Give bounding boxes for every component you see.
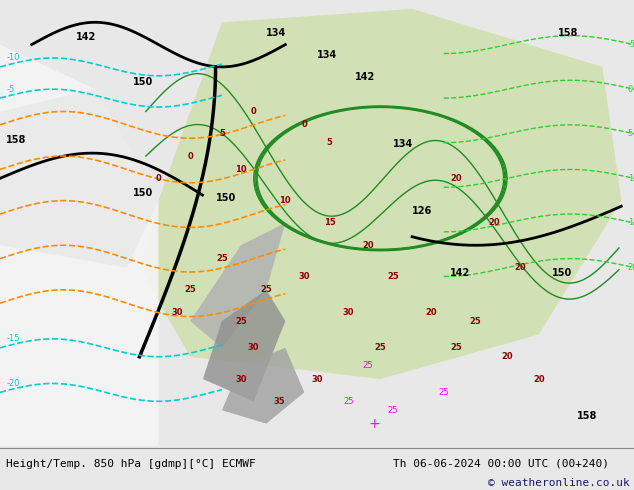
Polygon shape bbox=[0, 89, 158, 268]
Polygon shape bbox=[222, 348, 304, 423]
Text: 30: 30 bbox=[311, 374, 323, 384]
Text: 0: 0 bbox=[628, 85, 633, 94]
Text: 20: 20 bbox=[489, 219, 500, 227]
Text: 150: 150 bbox=[133, 188, 153, 198]
Text: © weatheronline.co.uk: © weatheronline.co.uk bbox=[488, 478, 630, 489]
Text: 10: 10 bbox=[628, 174, 634, 183]
Text: 142: 142 bbox=[76, 32, 96, 42]
Text: 25: 25 bbox=[439, 388, 449, 397]
Text: -20: -20 bbox=[6, 379, 20, 388]
Text: 0: 0 bbox=[187, 151, 193, 161]
Text: +: + bbox=[368, 416, 380, 431]
Text: 30: 30 bbox=[248, 343, 259, 352]
Text: 20: 20 bbox=[501, 352, 513, 361]
Text: -10: -10 bbox=[6, 53, 20, 62]
Text: -5: -5 bbox=[628, 40, 634, 49]
Text: 25: 25 bbox=[261, 285, 272, 294]
Text: 20: 20 bbox=[628, 263, 634, 272]
Text: 0: 0 bbox=[250, 107, 257, 116]
Text: 30: 30 bbox=[343, 308, 354, 317]
Text: 25: 25 bbox=[363, 361, 373, 370]
Text: -5: -5 bbox=[6, 85, 15, 94]
Text: 25: 25 bbox=[375, 343, 386, 352]
Text: 150: 150 bbox=[133, 77, 153, 87]
Text: 30: 30 bbox=[172, 308, 183, 317]
Text: 150: 150 bbox=[216, 193, 236, 203]
Text: 5: 5 bbox=[219, 129, 225, 138]
Text: 10: 10 bbox=[280, 196, 291, 205]
Text: 158: 158 bbox=[577, 411, 597, 421]
Text: 15: 15 bbox=[628, 219, 634, 227]
Text: 0: 0 bbox=[301, 121, 307, 129]
Text: 10: 10 bbox=[235, 165, 247, 174]
Text: 20: 20 bbox=[362, 241, 373, 250]
Text: 25: 25 bbox=[470, 317, 481, 325]
Text: 25: 25 bbox=[387, 272, 399, 281]
Text: 25: 25 bbox=[235, 317, 247, 325]
Text: 5: 5 bbox=[327, 138, 333, 147]
Text: 142: 142 bbox=[355, 72, 375, 82]
Text: 25: 25 bbox=[184, 285, 196, 294]
Text: 126: 126 bbox=[412, 206, 432, 216]
Text: -15: -15 bbox=[6, 334, 20, 343]
Text: 142: 142 bbox=[450, 269, 470, 278]
Text: 5: 5 bbox=[628, 129, 633, 138]
Text: Height/Temp. 850 hPa [gdmp][°C] ECMWF: Height/Temp. 850 hPa [gdmp][°C] ECMWF bbox=[6, 459, 256, 468]
Text: 25: 25 bbox=[451, 343, 462, 352]
Text: 30: 30 bbox=[299, 272, 310, 281]
Text: 25: 25 bbox=[216, 254, 228, 263]
Polygon shape bbox=[203, 290, 285, 401]
Polygon shape bbox=[139, 9, 621, 379]
Text: 158: 158 bbox=[6, 135, 27, 145]
Text: 0: 0 bbox=[155, 174, 162, 183]
Text: 35: 35 bbox=[273, 397, 285, 406]
Text: 30: 30 bbox=[235, 374, 247, 384]
Text: Th 06-06-2024 00:00 UTC (00+240): Th 06-06-2024 00:00 UTC (00+240) bbox=[393, 459, 609, 468]
Text: 158: 158 bbox=[558, 27, 578, 38]
Text: 134: 134 bbox=[317, 50, 337, 60]
Text: 20: 20 bbox=[425, 308, 437, 317]
Polygon shape bbox=[0, 45, 158, 446]
Text: 134: 134 bbox=[266, 27, 287, 38]
Text: 20: 20 bbox=[514, 263, 526, 272]
Text: 134: 134 bbox=[393, 139, 413, 149]
Text: 25: 25 bbox=[388, 406, 398, 415]
Polygon shape bbox=[190, 223, 285, 348]
Text: 25: 25 bbox=[344, 397, 354, 406]
Text: 20: 20 bbox=[451, 174, 462, 183]
Text: 20: 20 bbox=[533, 374, 545, 384]
Text: 150: 150 bbox=[552, 269, 572, 278]
Text: 15: 15 bbox=[324, 219, 335, 227]
